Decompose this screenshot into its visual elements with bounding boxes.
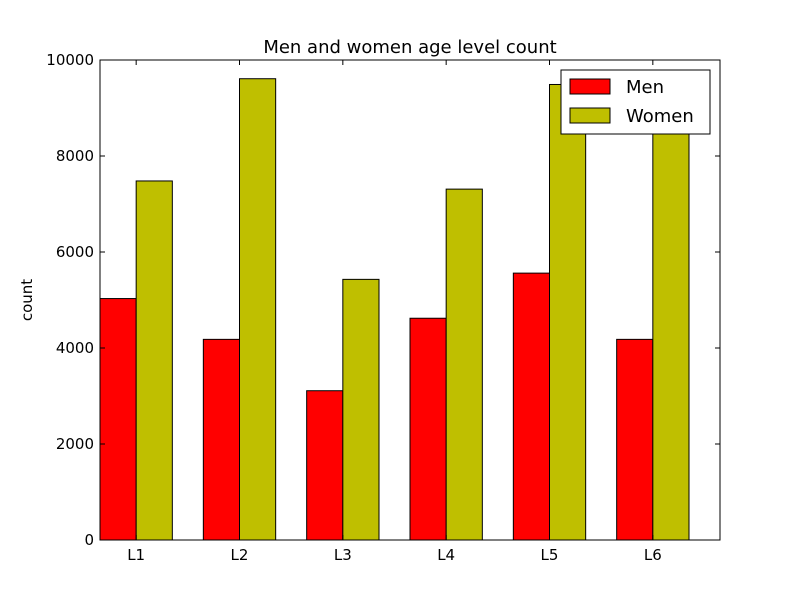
x-tick-label: L5: [541, 546, 559, 564]
bar-men-l4: [409, 317, 447, 541]
bar-men-l5: [512, 272, 550, 541]
bar-men-l6: [616, 338, 654, 541]
legend: Men Women: [560, 69, 711, 135]
legend-label-men: Men: [626, 77, 664, 98]
legend-swatch-men: [569, 78, 611, 95]
plot-frame: [99, 59, 721, 541]
y-tick-label: 4000: [56, 339, 94, 357]
x-tick-label: L2: [231, 546, 249, 564]
bars-group: [99, 78, 690, 541]
legend-label-women: Women: [626, 106, 694, 127]
legend-swatch-women: [569, 107, 611, 124]
x-tick-label: L6: [644, 546, 662, 564]
y-tick-label: 2000: [56, 435, 94, 453]
bar-men-l1: [99, 298, 137, 541]
bar-women-l2: [239, 78, 277, 541]
bar-men-l2: [202, 338, 240, 541]
y-tick-label: 6000: [56, 243, 94, 261]
y-axis-label: count: [18, 279, 36, 321]
x-tick-label: L3: [334, 546, 352, 564]
x-tick-label: L1: [127, 546, 145, 564]
bar-women-l3: [342, 278, 380, 541]
bar-men-l3: [306, 390, 344, 541]
bar-women-l4: [445, 188, 483, 541]
y-tick-label: 0: [84, 531, 94, 549]
y-tick-label: 10000: [46, 51, 94, 69]
x-tick-label: L4: [437, 546, 455, 564]
chart-title: Men and women age level count: [263, 37, 556, 58]
bar-women-l5: [549, 83, 587, 541]
y-tick-label: 8000: [56, 147, 94, 165]
bar-women-l6: [652, 83, 690, 541]
bar-women-l1: [135, 180, 173, 541]
